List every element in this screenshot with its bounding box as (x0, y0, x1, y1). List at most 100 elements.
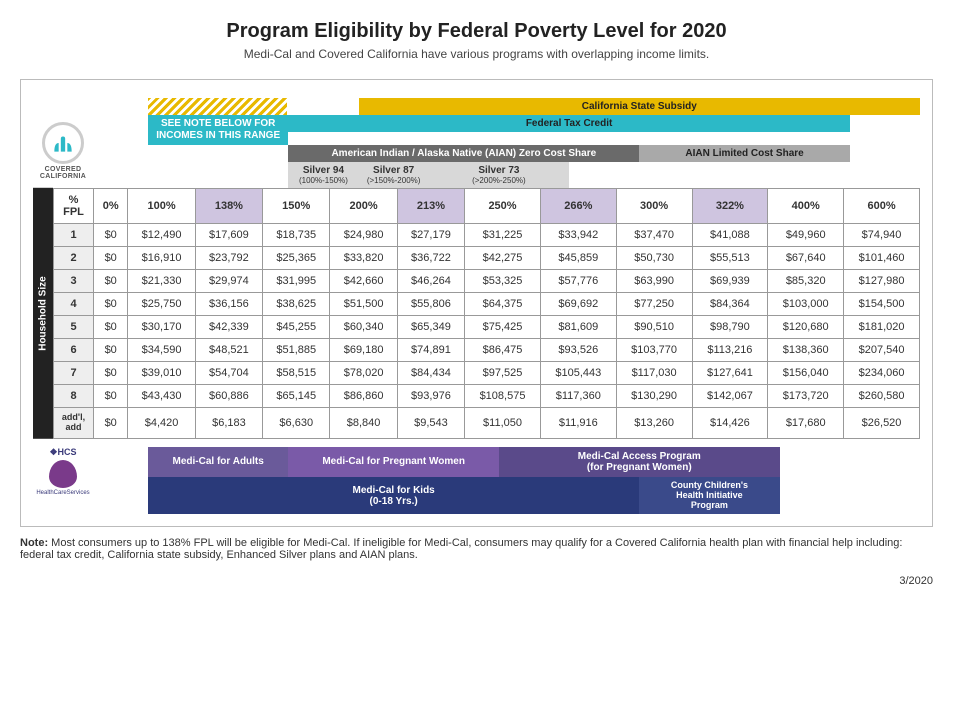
cell: $86,475 (465, 339, 541, 362)
hatch-band (148, 98, 288, 115)
cell: $21,330 (128, 270, 195, 293)
cell: $6,630 (263, 408, 330, 439)
aian-limited-band: AIAN Limited Cost Share (639, 145, 850, 162)
silver-94-band: Silver 94(100%-150%) (288, 162, 358, 188)
cell: $55,513 (692, 247, 768, 270)
note-text: Note: Most consumers up to 138% FPL will… (20, 537, 933, 561)
top-bands-area: COVERED CALIFORNIA California State Subs… (33, 98, 920, 188)
table-row: 2$0$16,910$23,792$25,365$33,820$36,722$4… (54, 247, 920, 270)
cell: $65,349 (397, 316, 464, 339)
cell: $207,540 (844, 339, 920, 362)
cell: $8,840 (330, 408, 397, 439)
cell: $108,575 (465, 385, 541, 408)
table-row: 6$0$34,590$48,521$51,885$69,180$74,891$8… (54, 339, 920, 362)
cell: $9,543 (397, 408, 464, 439)
cell: $67,640 (768, 247, 844, 270)
table-row: add'l, add$0$4,420$6,183$6,630$8,840$9,5… (54, 408, 920, 439)
col-header: 322% (692, 189, 768, 224)
cell: $138,360 (768, 339, 844, 362)
col-header: 266% (540, 189, 616, 224)
cell: $43,430 (128, 385, 195, 408)
cell: $23,792 (195, 247, 262, 270)
dhcs-heart-icon (49, 460, 77, 488)
cell: $57,776 (540, 270, 616, 293)
bottom-programs-area: ❖HCS HealthCareServices Medi-Cal for Adu… (33, 447, 920, 515)
col-header: 400% (768, 189, 844, 224)
cell: $38,625 (263, 293, 330, 316)
col-header: 0% (94, 189, 128, 224)
cell: $6,183 (195, 408, 262, 439)
cell: $74,940 (844, 224, 920, 247)
page-title: Program Eligibility by Federal Poverty L… (20, 20, 933, 43)
cell: $74,891 (397, 339, 464, 362)
cell: $42,339 (195, 316, 262, 339)
cell: $31,995 (263, 270, 330, 293)
cell: $0 (94, 293, 128, 316)
band-row-3: American Indian / Alaska Native (AIAN) Z… (93, 145, 920, 162)
cell: $85,320 (768, 270, 844, 293)
medi-cal-pregnant-band: Medi-Cal for Pregnant Women (288, 447, 499, 477)
cell: $42,275 (465, 247, 541, 270)
cell: $25,750 (128, 293, 195, 316)
row-label: 4 (54, 293, 94, 316)
cell: $14,426 (692, 408, 768, 439)
cell: $11,916 (540, 408, 616, 439)
silver-87-band: Silver 87(>150%-200%) (359, 162, 429, 188)
row-label: 7 (54, 362, 94, 385)
cell: $127,641 (692, 362, 768, 385)
col-header: 200% (330, 189, 397, 224)
cell: $69,939 (692, 270, 768, 293)
cell: $11,050 (465, 408, 541, 439)
cell: $49,960 (768, 224, 844, 247)
cell: $41,088 (692, 224, 768, 247)
cell: $58,515 (263, 362, 330, 385)
cell: $36,722 (397, 247, 464, 270)
cell: $34,590 (128, 339, 195, 362)
cell: $31,225 (465, 224, 541, 247)
cell: $69,692 (540, 293, 616, 316)
program-row-2: Medi-Cal for Kids (0-18 Yrs.) County Chi… (93, 477, 920, 515)
cell: $181,020 (844, 316, 920, 339)
cell: $45,255 (263, 316, 330, 339)
table-row: 5$0$30,170$42,339$45,255$60,340$65,349$7… (54, 316, 920, 339)
cell: $103,770 (616, 339, 692, 362)
cell: $16,910 (128, 247, 195, 270)
col-header: 600% (844, 189, 920, 224)
cell: $105,443 (540, 362, 616, 385)
row-label: 5 (54, 316, 94, 339)
row-label: 3 (54, 270, 94, 293)
cell: $65,145 (263, 385, 330, 408)
medi-cal-kids-band: Medi-Cal for Kids (0-18 Yrs.) (148, 477, 639, 515)
cell: $63,990 (616, 270, 692, 293)
col-header: 250% (465, 189, 541, 224)
cell: $48,521 (195, 339, 262, 362)
cell: $55,806 (397, 293, 464, 316)
footer-date: 3/2020 (20, 575, 933, 587)
cell: $4,420 (128, 408, 195, 439)
row-label: 8 (54, 385, 94, 408)
cell: $54,704 (195, 362, 262, 385)
cell: $39,010 (128, 362, 195, 385)
cell: $0 (94, 247, 128, 270)
table-row: 3$0$21,330$29,974$31,995$42,660$46,264$5… (54, 270, 920, 293)
cell: $60,886 (195, 385, 262, 408)
cell: $101,460 (844, 247, 920, 270)
cell: $0 (94, 270, 128, 293)
table-row: 8$0$43,430$60,886$65,145$86,860$93,976$1… (54, 385, 920, 408)
cell: $113,216 (692, 339, 768, 362)
fed-credit-band: Federal Tax Credit (288, 115, 849, 132)
bands-column: California State Subsidy SEE NOTE BELOW … (93, 98, 920, 188)
covered-ca-logo: COVERED CALIFORNIA (40, 122, 86, 180)
dhcs-label: ❖HCS (33, 447, 93, 458)
cell: $234,060 (844, 362, 920, 385)
row-label: 6 (54, 339, 94, 362)
cell: $0 (94, 385, 128, 408)
cell: $93,526 (540, 339, 616, 362)
cell: $64,375 (465, 293, 541, 316)
note-label: Note: (20, 537, 48, 549)
cell: $117,360 (540, 385, 616, 408)
covered-ca-icon (42, 122, 84, 164)
cell: $26,520 (844, 408, 920, 439)
cell: $117,030 (616, 362, 692, 385)
fpl-table: % FPL0%100%138%150%200%213%250%266%300%3… (53, 188, 920, 439)
